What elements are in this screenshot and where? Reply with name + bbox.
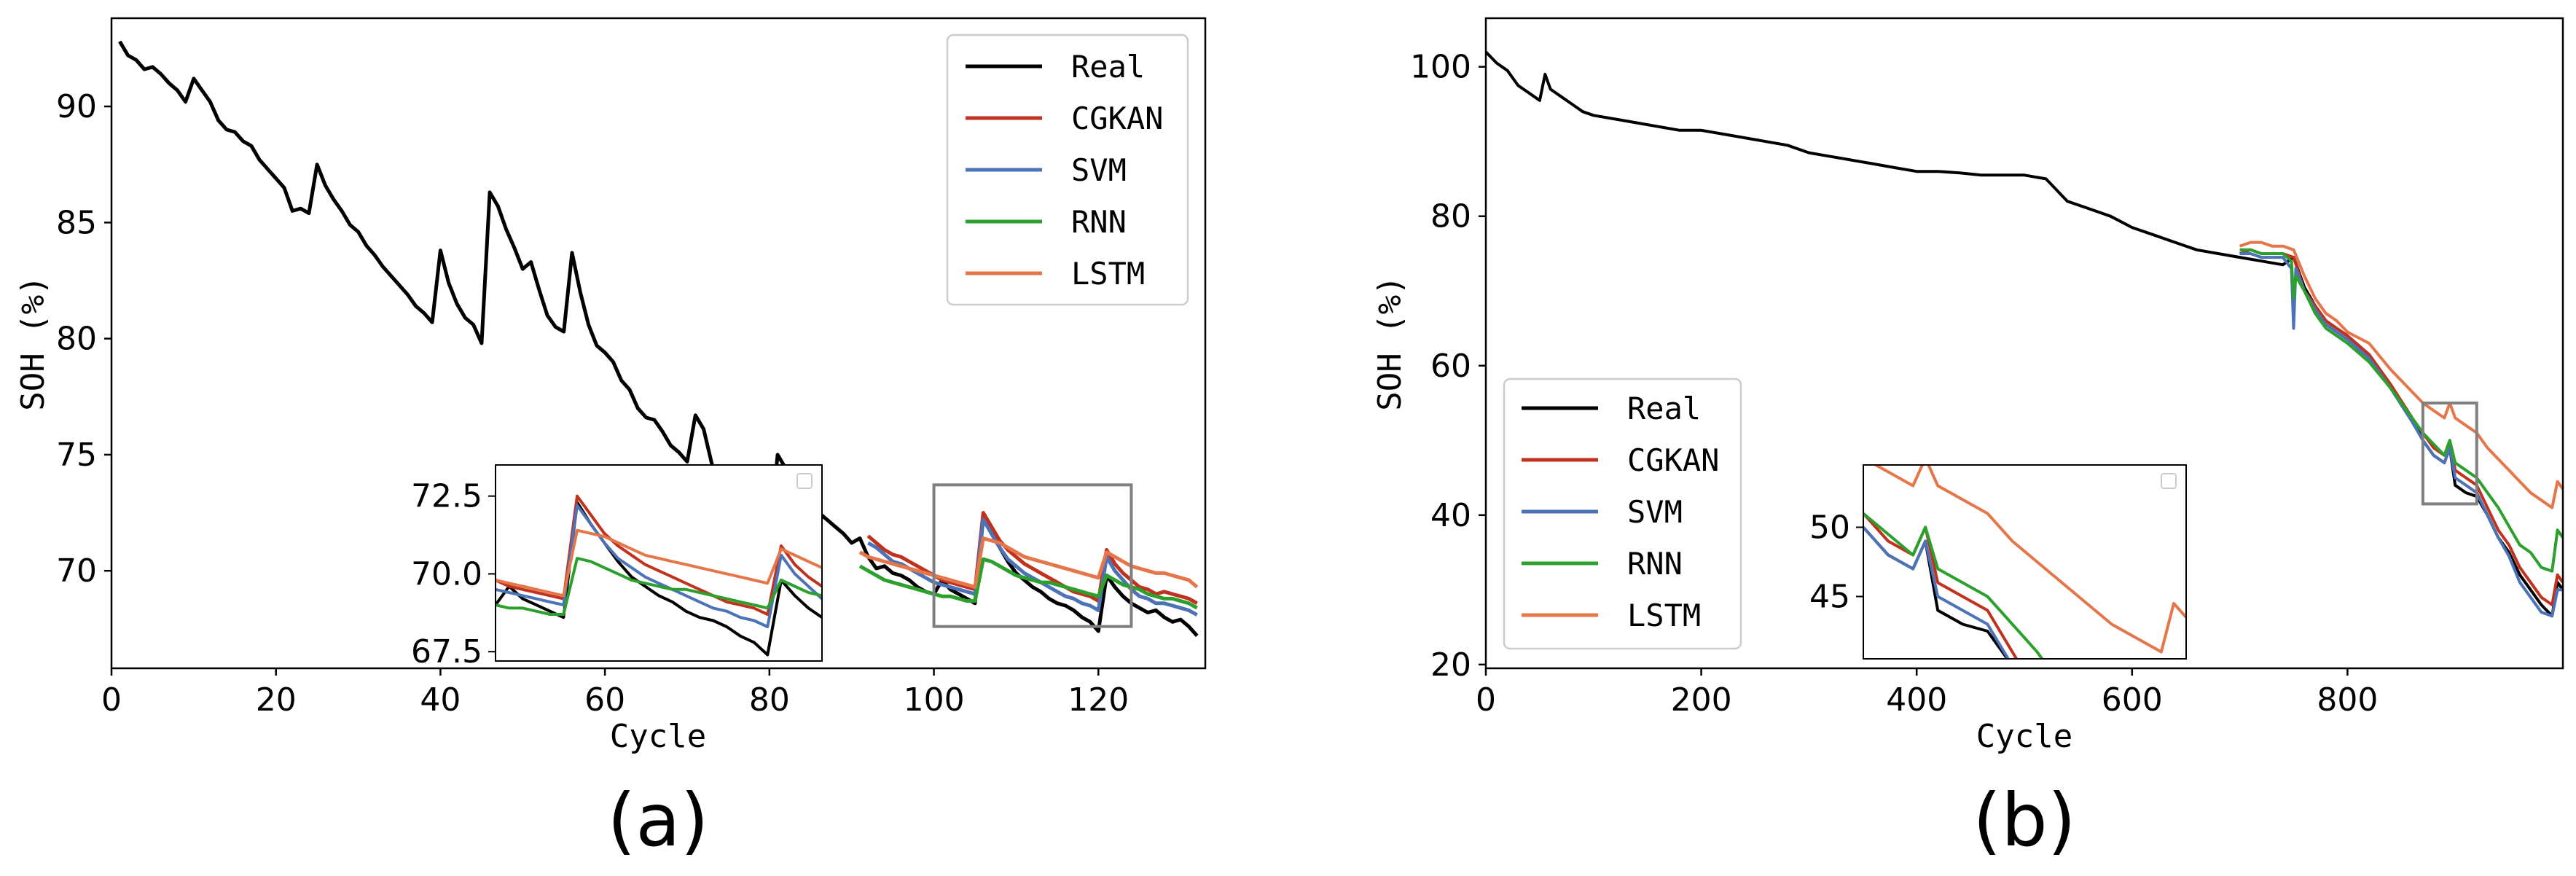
series-a-svm xyxy=(867,517,1198,617)
legend-a-label-svm: SVM xyxy=(1071,152,1127,188)
x-tick-label-a-40: 40 xyxy=(420,681,461,719)
panel-a-y-label: SOH (%) xyxy=(15,275,52,410)
panel-a: 0 20 40 60 80 100 120 70 75 80 85 90 Cycle SOH (%)… xyxy=(15,17,1207,863)
x-tick-label-a-0: 0 xyxy=(101,681,122,719)
panel-b-inset-empty-legend xyxy=(2161,473,2177,489)
panel-b-axes-frame xyxy=(1484,17,2564,670)
inset-y-tick-label-a-1: 70.0 xyxy=(411,555,482,593)
panel-a-inset-y-ticks: 67.5 70.0 72.5 xyxy=(411,478,496,670)
series-b-cgkan xyxy=(2239,248,2563,606)
panel-a-inset-background xyxy=(496,465,822,661)
inset-series-b-svm xyxy=(1863,526,2011,659)
panel-b-inset-frame xyxy=(1863,464,2187,660)
panel-a-legend-frame xyxy=(946,34,1189,306)
panel-b-caption: (b) xyxy=(1973,778,2076,863)
inset-y-tick-label-b-0: 45 xyxy=(1809,579,1850,616)
zoom-rect-b xyxy=(2421,402,2478,506)
panel-a-inset: 67.5 70.0 72.5 xyxy=(411,464,823,670)
x-tick-label-b-0: 0 xyxy=(1476,681,1496,719)
inset-y-tick-label-a-0: 67.5 xyxy=(411,633,482,670)
legend-b-label-lstm: LSTM xyxy=(1627,598,1701,633)
panel-a-caption: (a) xyxy=(607,778,708,863)
x-tick-label-a-80: 80 xyxy=(749,681,790,719)
inset-series-a-lstm xyxy=(496,528,822,598)
panel-b-legend: Real CGKAN SVM RNN LSTM xyxy=(1503,378,1742,650)
panel-b-inset-background xyxy=(1863,465,2186,659)
y-tick-label-b-20: 20 xyxy=(1430,646,1471,684)
panel-a-y-ticks: 70 75 80 85 90 xyxy=(56,88,111,590)
x-tick-label-b-400: 400 xyxy=(1886,681,1947,719)
x-tick-label-a-60: 60 xyxy=(584,681,625,719)
x-tick-label-b-800: 800 xyxy=(2317,681,2378,719)
y-tick-label-b-80: 80 xyxy=(1430,198,1471,235)
inset-series-a-svm xyxy=(496,504,822,628)
legend-a-label-lstm: LSTM xyxy=(1071,256,1145,292)
legend-a-label-cgkan: CGKAN xyxy=(1071,101,1163,136)
y-tick-label-b-60: 60 xyxy=(1430,348,1471,385)
series-a-rnn xyxy=(858,557,1198,610)
panel-b-y-label: SOH (%) xyxy=(1371,275,1409,410)
legend-b-label-svm: SVM xyxy=(1627,494,1683,530)
legend-a-label-real: Real xyxy=(1071,49,1145,85)
legend-b-label-real: Real xyxy=(1627,391,1701,426)
legend-a-label-rnn: RNN xyxy=(1071,204,1127,240)
panel-b-x-label: Cycle xyxy=(1976,718,2072,755)
panel-b-data-lines xyxy=(1486,50,2563,618)
panel-b-inset-y-ticks: 45 50 xyxy=(1809,509,1863,616)
inset-y-tick-label-a-2: 72.5 xyxy=(411,478,482,515)
x-tick-label-a-100: 100 xyxy=(904,681,965,719)
inset-series-a-cgkan xyxy=(496,494,822,616)
panel-b-y-ticks: 20 40 60 80 100 xyxy=(1410,49,1486,684)
series-b-lstm xyxy=(2239,240,2563,509)
panel-a-inset-lines xyxy=(496,494,822,657)
legend-b-label-rnn: RNN xyxy=(1627,546,1683,582)
panel-b-inset-lines xyxy=(1863,465,2186,659)
inset-series-b-lstm xyxy=(1872,465,2186,654)
y-tick-label-a-85: 85 xyxy=(56,204,97,241)
legend-b-label-cgkan: CGKAN xyxy=(1627,442,1719,478)
x-tick-label-a-20: 20 xyxy=(256,681,297,719)
panel-a-legend: Real CGKAN SVM RNN LSTM xyxy=(946,34,1189,306)
panel-a-inset-frame xyxy=(495,464,823,662)
zoom-rect-a xyxy=(932,483,1133,628)
panel-a-zoom-box xyxy=(932,483,1133,628)
panel-a-x-ticks: 0 20 40 60 80 100 120 xyxy=(101,668,1129,719)
y-tick-label-a-75: 75 xyxy=(56,437,97,474)
series-a-lstm xyxy=(858,536,1199,589)
y-tick-label-a-70: 70 xyxy=(56,552,97,590)
panel-b-x-ticks: 0 200 400 600 800 xyxy=(1476,668,2378,719)
series-b-rnn xyxy=(2239,248,2563,573)
panel-b-zoom-box xyxy=(2421,402,2478,506)
y-tick-label-a-80: 80 xyxy=(56,321,97,358)
x-tick-label-b-200: 200 xyxy=(1671,681,1732,719)
y-tick-label-b-100: 100 xyxy=(1410,49,1471,86)
inset-series-a-rnn xyxy=(496,557,822,616)
panel-a-data-lines xyxy=(118,40,1199,638)
inset-series-a-real xyxy=(496,501,822,657)
panel-b-inset: 45 50 xyxy=(1809,464,2187,660)
panel-a-inset-empty-legend xyxy=(796,473,813,489)
panel-b-legend-frame xyxy=(1503,378,1742,650)
y-tick-label-a-90: 90 xyxy=(56,88,97,125)
inset-y-tick-label-b-1: 50 xyxy=(1809,509,1850,547)
inset-series-b-rnn xyxy=(1863,512,2044,659)
x-tick-label-b-600: 600 xyxy=(2102,681,2163,719)
panel-a-axes-frame xyxy=(110,17,1207,670)
series-a-cgkan xyxy=(866,511,1198,605)
x-tick-label-a-120: 120 xyxy=(1068,681,1129,719)
y-tick-label-b-40: 40 xyxy=(1430,497,1471,534)
panel-a-x-label: Cycle xyxy=(610,718,706,755)
